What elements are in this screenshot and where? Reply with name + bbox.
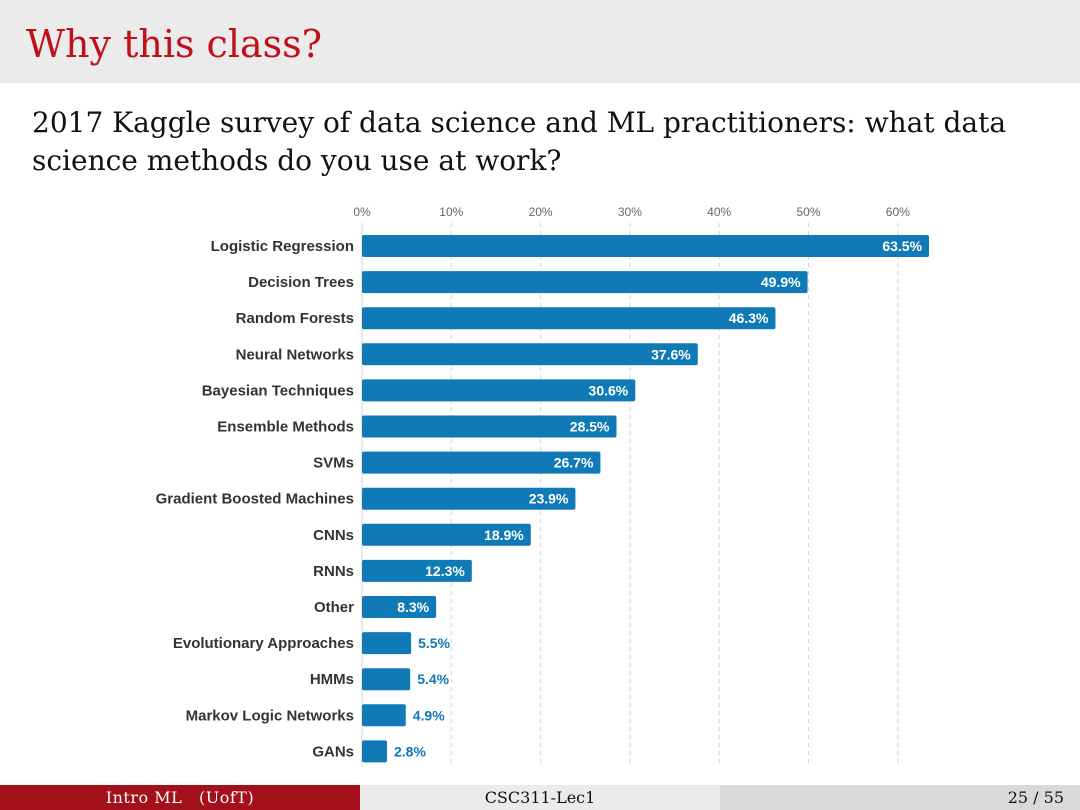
bar: [362, 632, 412, 655]
data-label: 30.6%: [589, 382, 629, 398]
x-tick-label: 30%: [618, 205, 642, 219]
category-label: Decision Trees: [248, 274, 354, 291]
category-label: HMMs: [310, 671, 354, 688]
footer: Intro ML (UofT) CSC311-Lec1 25 / 55: [0, 785, 1080, 810]
bar: [362, 379, 636, 402]
bar: [362, 596, 437, 618]
bar: [362, 523, 531, 546]
data-label: 23.9%: [529, 491, 569, 507]
data-label: 49.9%: [761, 274, 801, 290]
x-tick-label: 40%: [707, 205, 731, 219]
data-label: 2.8%: [394, 743, 426, 759]
bar: [362, 559, 472, 582]
category-label: CNNs: [313, 527, 354, 544]
page-number: 25 / 55: [720, 785, 1080, 810]
category-label: Other: [314, 599, 354, 616]
data-label: 28.5%: [570, 419, 610, 435]
bar: [362, 415, 617, 438]
category-label: SVMs: [313, 455, 354, 472]
data-label: 37.6%: [651, 346, 691, 362]
category-label: Gradient Boosted Machines: [156, 491, 354, 508]
data-label: 12.3%: [425, 563, 465, 579]
slide-header: Why this class?: [0, 0, 1080, 83]
footer-lecture: CSC311-Lec1: [360, 785, 720, 810]
category-label: Random Forests: [236, 310, 354, 327]
category-label: Neural Networks: [236, 346, 354, 363]
data-label: 5.5%: [418, 635, 450, 651]
category-label: Markov Logic Networks: [186, 707, 354, 724]
category-label: Bayesian Techniques: [202, 382, 354, 399]
data-label: 8.3%: [397, 599, 429, 615]
bar: [362, 235, 930, 257]
x-tick-label: 60%: [886, 205, 910, 219]
data-label: 46.3%: [729, 310, 769, 326]
data-label: 5.4%: [417, 671, 449, 687]
category-label: RNNs: [313, 563, 354, 580]
data-label: 18.9%: [484, 527, 524, 543]
footer-course-name: Intro ML: [105, 788, 183, 807]
slide-title: Why this class?: [26, 22, 323, 66]
intro-text: 2017 Kaggle survey of data science and M…: [32, 106, 1007, 177]
category-label: Logistic Regression: [211, 238, 354, 255]
bar: [362, 271, 808, 294]
bar: [362, 307, 776, 330]
bar: [362, 740, 388, 763]
bar: [362, 451, 601, 474]
bar: [362, 343, 698, 366]
bar: [362, 668, 411, 691]
category-label: Evolutionary Approaches: [173, 635, 354, 652]
bar-chart: 0% 10% 20% 30% 40% 50% 60% Logistic Regression 6…: [156, 205, 930, 767]
bar: [362, 704, 406, 727]
data-label: 26.7%: [554, 455, 594, 471]
category-label: GANs: [312, 743, 354, 760]
x-tick-label: 10%: [439, 205, 463, 219]
footer-school: (UofT): [199, 788, 255, 807]
x-tick-label: 50%: [796, 205, 820, 219]
bar: [362, 487, 576, 510]
category-label: Ensemble Methods: [217, 419, 354, 436]
data-label: 63.5%: [882, 238, 922, 254]
footer-course: Intro ML (UofT): [0, 785, 360, 810]
x-tick-label: 20%: [529, 205, 553, 219]
x-tick-label: 0%: [353, 205, 371, 219]
data-label: 4.9%: [413, 707, 445, 723]
